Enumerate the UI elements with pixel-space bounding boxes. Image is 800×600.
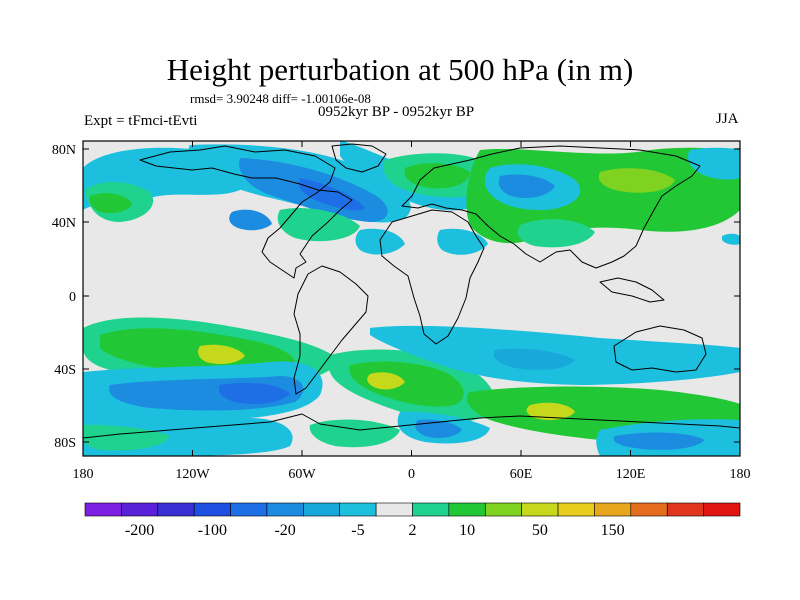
anomaly-patch	[613, 432, 705, 450]
anomaly-patch	[722, 233, 740, 245]
colorbar-label: 50	[532, 522, 548, 539]
anomaly-patch	[229, 209, 272, 231]
anomaly-patch	[218, 382, 290, 404]
stats-line: rmsd= 3.90248 diff= -1.00106e-08	[190, 91, 371, 106]
anomaly-patch	[498, 174, 555, 198]
colorbar-swatch	[666, 502, 704, 517]
lat-tick-label: 40S	[54, 363, 76, 378]
anomaly-patch	[687, 147, 740, 180]
colorbar-swatch	[703, 502, 741, 517]
colorbar-label: 2	[409, 522, 417, 539]
colorbar-swatch	[230, 502, 268, 517]
anomaly-patch	[277, 207, 360, 242]
anomaly-patch	[493, 348, 575, 370]
colorbar-swatch	[521, 502, 559, 517]
anomaly-patch	[415, 419, 462, 438]
colorbar-swatch	[303, 502, 341, 517]
height-field	[83, 141, 740, 456]
colorbar-swatch	[594, 502, 632, 517]
coastlines	[83, 143, 740, 439]
colorbar-swatch	[484, 502, 522, 517]
coastline-north-america	[139, 145, 353, 279]
longitude-axis: 180 120W 60W 0 60E 120E 180	[73, 141, 751, 482]
colorbar-swatch	[557, 502, 595, 517]
lon-tick-label: 180	[73, 467, 94, 482]
period-label: 0952kyr BP - 0952kyr BP	[318, 104, 475, 120]
anomaly-patch	[367, 372, 405, 390]
coastline-africa	[379, 209, 485, 345]
coastline-eurasia	[401, 145, 701, 269]
colorbar-label: -100	[198, 522, 227, 539]
colorbar-label: 10	[459, 522, 475, 539]
plot-title: Height perturbation at 500 hPa (in m)	[166, 52, 634, 87]
colorbar-swatch	[412, 502, 450, 517]
anomaly-patch	[198, 344, 245, 364]
anomaly-patch	[309, 419, 400, 448]
lon-tick-label: 180	[730, 467, 751, 482]
anomaly-patch	[526, 402, 575, 420]
lon-tick-label: 0	[408, 467, 415, 482]
lon-tick-label: 120W	[175, 467, 210, 482]
coastline-indonesia	[599, 277, 665, 303]
lat-tick-label: 40N	[52, 216, 76, 231]
colorbar-swatch	[121, 502, 159, 517]
lon-tick-label: 60E	[510, 467, 533, 482]
anomaly-patch	[89, 193, 132, 214]
anomaly-patch	[517, 219, 595, 248]
anomaly-patch	[404, 163, 470, 189]
coastline-greenland	[331, 143, 387, 173]
colorbar-swatch	[84, 502, 122, 517]
lon-tick-label: 120E	[616, 467, 646, 482]
colorbar-swatch	[157, 502, 195, 517]
lon-tick-label: 60W	[288, 467, 316, 482]
experiment-label: Expt = tFmci-tEvti	[84, 113, 198, 129]
colorbar-label: -200	[125, 522, 154, 539]
lat-tick-label: 0	[69, 290, 76, 305]
season-label: JJA	[716, 111, 739, 127]
colorbar-swatch	[266, 502, 304, 517]
lat-tick-label: 80S	[54, 436, 76, 451]
anomaly-patch	[598, 168, 675, 193]
colorbar-swatch	[448, 502, 486, 517]
lat-tick-label: 80N	[52, 143, 76, 158]
coastline-south-america	[293, 265, 369, 395]
coastline-antarctica	[83, 413, 740, 439]
colorbar-swatch	[630, 502, 668, 517]
coastline-australia	[613, 325, 707, 373]
colorbar: -200 -100 -20 -5 2 10 50 150	[84, 502, 741, 539]
colorbar-label: -5	[351, 522, 364, 539]
latitude-axis: 80N 40N 0 40S 80S	[52, 143, 740, 451]
colorbar-swatch	[339, 502, 377, 517]
colorbar-label: 150	[601, 522, 625, 539]
colorbar-label: -20	[274, 522, 295, 539]
colorbar-swatch	[375, 502, 413, 517]
colorbar-swatch	[193, 502, 231, 517]
